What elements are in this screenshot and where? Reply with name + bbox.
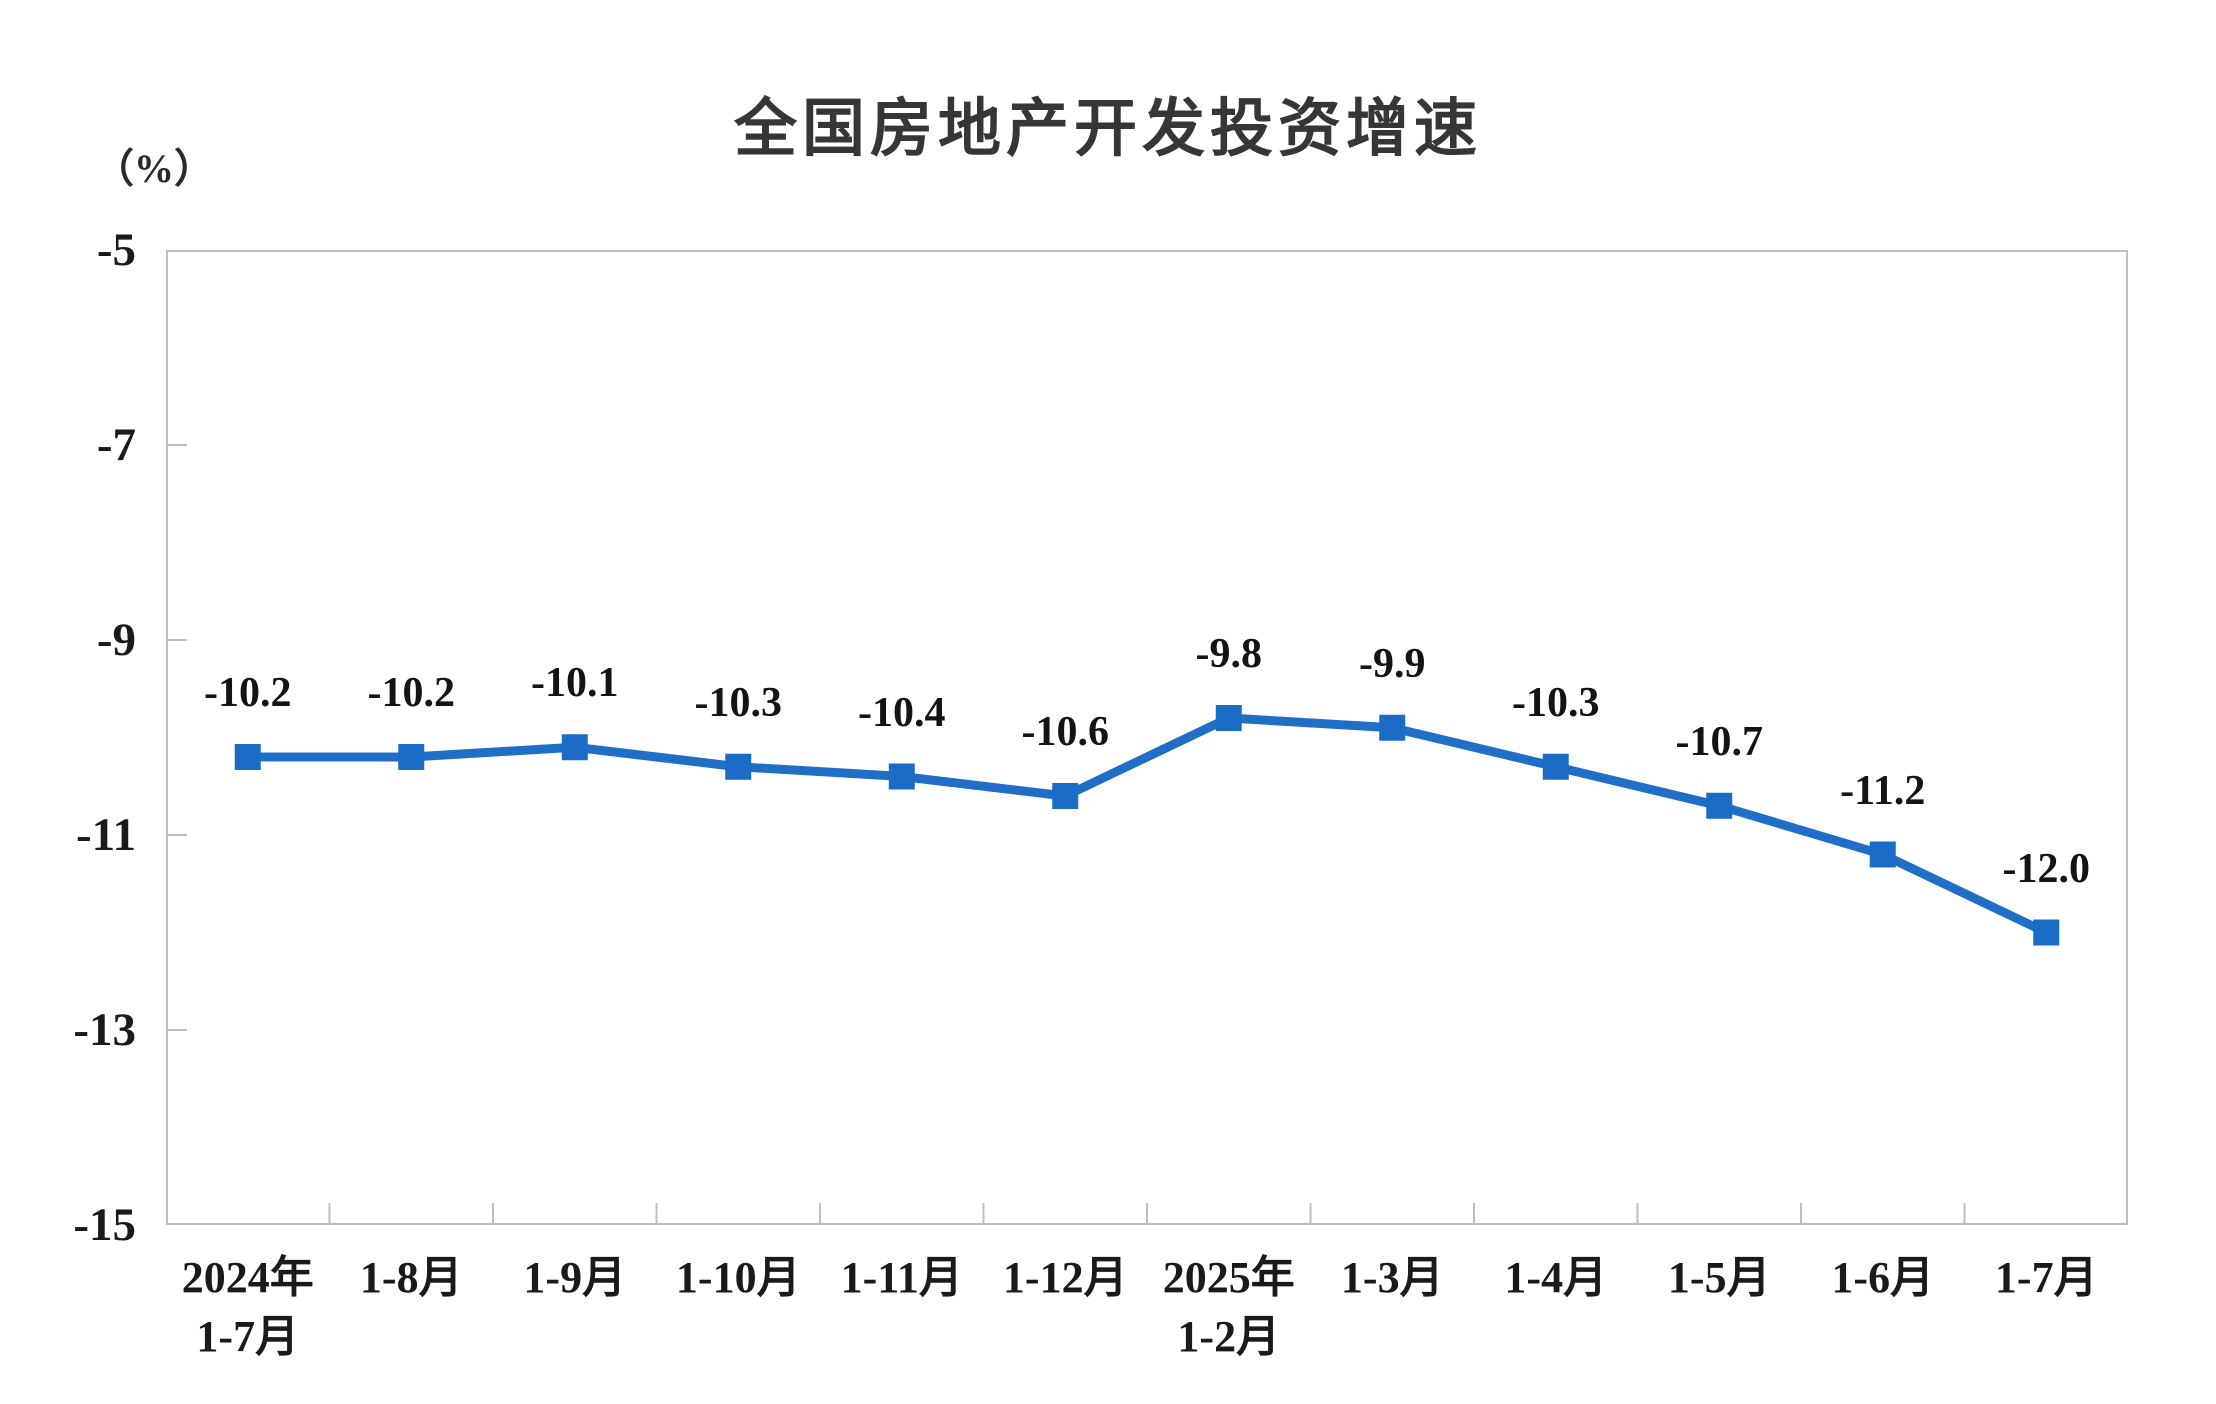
x-axis-category-label: 2024年 1-7月 — [181, 1253, 314, 1361]
x-axis-category-label: 1-11月 — [840, 1253, 963, 1302]
y-axis-tick-label: -15 — [73, 1199, 136, 1251]
data-point-label: -10.3 — [1512, 679, 1600, 726]
data-point-label: -10.4 — [858, 689, 946, 736]
y-axis-tick-label: -5 — [96, 224, 136, 276]
data-point-label: -10.2 — [204, 670, 292, 716]
data-point-label: -12.0 — [2002, 845, 2091, 892]
y-axis-tick-label: -11 — [75, 809, 136, 861]
x-axis-category-label: 1-8月 — [359, 1253, 463, 1302]
data-point-label: -10.3 — [694, 679, 783, 726]
chart-title: 全国房地产开发投资增速 — [734, 92, 1482, 165]
plot-area — [166, 250, 2128, 1225]
y-axis-unit-label: （%） — [94, 146, 214, 191]
data-point-marker — [1379, 714, 1406, 741]
data-point-label: -10.2 — [367, 670, 456, 716]
x-axis-category-label: 1-7月 — [1994, 1253, 2098, 1302]
data-point-marker — [561, 734, 588, 761]
x-axis-category-label: 1-10月 — [675, 1253, 801, 1302]
x-axis-category-label: 1-5月 — [1667, 1253, 1771, 1302]
data-point-marker — [234, 744, 261, 770]
data-point-label: -9.9 — [1359, 640, 1426, 687]
data-point-marker — [888, 763, 915, 790]
y-axis-tick-label: -13 — [73, 1004, 136, 1056]
data-point-label: -9.8 — [1195, 631, 1263, 677]
data-point-label: -11.2 — [1840, 767, 1926, 814]
data-point-marker — [1869, 841, 1896, 868]
data-point-marker — [1215, 705, 1242, 731]
x-axis-category-label: 1-6月 — [1831, 1253, 1935, 1302]
x-axis-category-label: 1-3月 — [1340, 1253, 1444, 1302]
data-point-marker — [398, 744, 425, 770]
data-point-label: -10.7 — [1675, 718, 1764, 765]
x-axis-category-label: 2025年 1-2月 — [1162, 1253, 1295, 1361]
data-point-marker — [1706, 792, 1733, 819]
data-point-label: -10.1 — [531, 660, 619, 707]
series-line — [243, 713, 2051, 937]
x-axis-category-label: 1-4月 — [1504, 1253, 1608, 1302]
y-axis-tick-label: -9 — [96, 614, 136, 666]
y-axis-tick-label: -7 — [96, 419, 136, 471]
x-axis-category-label: 1-9月 — [523, 1253, 627, 1302]
x-axis-category-label: 1-12月 — [1002, 1253, 1128, 1302]
data-point-label: -10.6 — [1021, 709, 1110, 755]
data-point-marker — [725, 753, 752, 780]
data-point-marker — [2033, 919, 2060, 946]
data-point-marker — [1542, 753, 1569, 780]
data-point-marker — [1052, 783, 1079, 809]
